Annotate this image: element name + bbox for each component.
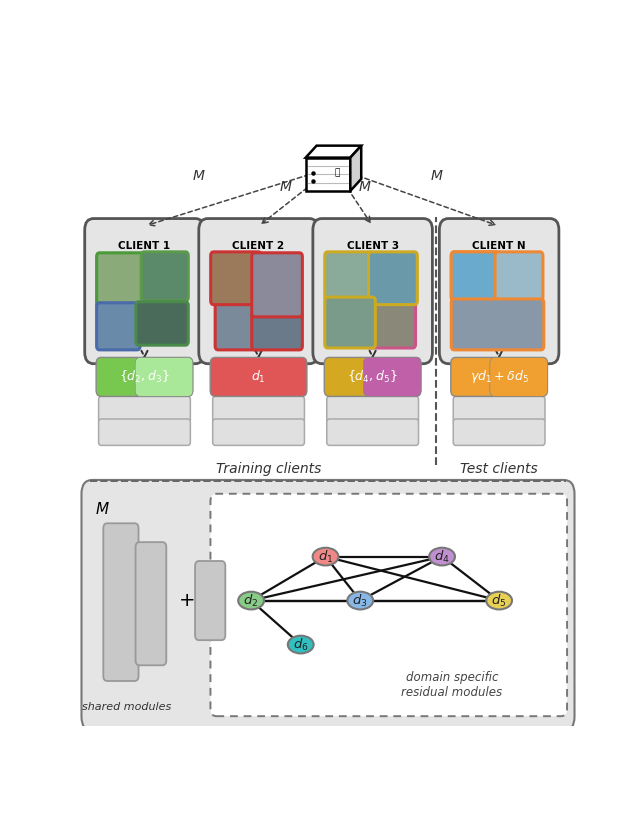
FancyBboxPatch shape xyxy=(97,253,145,308)
FancyBboxPatch shape xyxy=(97,303,140,350)
Text: $\gamma d_1 + \delta d_5$: $\gamma d_1 + \delta d_5$ xyxy=(470,368,529,385)
FancyBboxPatch shape xyxy=(215,286,264,350)
FancyBboxPatch shape xyxy=(306,157,350,191)
Text: $d_1$: $d_1$ xyxy=(318,548,333,565)
Ellipse shape xyxy=(312,548,339,565)
FancyBboxPatch shape xyxy=(451,299,544,350)
FancyBboxPatch shape xyxy=(252,313,302,350)
FancyBboxPatch shape xyxy=(252,253,302,317)
Text: $d_3$: $d_3$ xyxy=(353,592,368,609)
FancyBboxPatch shape xyxy=(99,419,190,446)
FancyBboxPatch shape xyxy=(103,523,138,681)
FancyBboxPatch shape xyxy=(324,252,372,301)
Ellipse shape xyxy=(348,592,373,610)
Text: CLIENT 1: CLIENT 1 xyxy=(118,242,170,251)
Ellipse shape xyxy=(486,592,512,610)
FancyBboxPatch shape xyxy=(369,252,417,304)
FancyBboxPatch shape xyxy=(453,419,545,446)
Text: $\{d_2, d_3\}$: $\{d_2, d_3\}$ xyxy=(119,369,170,385)
Text: domain specific
residual modules: domain specific residual modules xyxy=(401,672,502,699)
FancyBboxPatch shape xyxy=(84,219,204,364)
FancyBboxPatch shape xyxy=(212,419,305,446)
FancyBboxPatch shape xyxy=(495,252,543,301)
FancyBboxPatch shape xyxy=(99,397,190,423)
Text: $\{d_4, d_5\}$: $\{d_4, d_5\}$ xyxy=(348,369,398,385)
Text: $d_1$: $d_1$ xyxy=(252,369,266,385)
Ellipse shape xyxy=(429,548,455,565)
FancyBboxPatch shape xyxy=(324,297,376,348)
Text: $M$: $M$ xyxy=(192,170,206,184)
FancyBboxPatch shape xyxy=(364,357,421,397)
Polygon shape xyxy=(306,145,361,157)
Text: $d_6$: $d_6$ xyxy=(293,636,308,653)
FancyBboxPatch shape xyxy=(136,302,188,345)
FancyBboxPatch shape xyxy=(212,397,305,423)
Text: $d_4$: $d_4$ xyxy=(434,548,450,565)
Text: Test clients: Test clients xyxy=(460,462,538,476)
FancyBboxPatch shape xyxy=(210,357,307,397)
FancyBboxPatch shape xyxy=(367,301,415,348)
FancyBboxPatch shape xyxy=(451,252,499,301)
FancyBboxPatch shape xyxy=(96,357,193,397)
FancyBboxPatch shape xyxy=(136,542,166,665)
Text: $M$: $M$ xyxy=(358,180,372,194)
FancyBboxPatch shape xyxy=(199,219,318,364)
FancyBboxPatch shape xyxy=(451,252,499,301)
Text: $d_5$: $d_5$ xyxy=(492,592,507,609)
FancyBboxPatch shape xyxy=(327,419,419,446)
Text: CLIENT N: CLIENT N xyxy=(472,242,526,251)
FancyBboxPatch shape xyxy=(313,219,433,364)
Ellipse shape xyxy=(288,636,314,654)
Ellipse shape xyxy=(238,592,264,610)
FancyBboxPatch shape xyxy=(327,397,419,423)
Text: $M$: $M$ xyxy=(95,502,109,517)
Text: CLIENT 2: CLIENT 2 xyxy=(232,242,285,251)
FancyBboxPatch shape xyxy=(141,252,188,301)
Text: CLIENT 3: CLIENT 3 xyxy=(347,242,399,251)
Polygon shape xyxy=(350,145,361,191)
Text: 🔒: 🔒 xyxy=(334,168,340,177)
FancyBboxPatch shape xyxy=(211,494,567,716)
Text: $M$: $M$ xyxy=(430,170,444,184)
FancyBboxPatch shape xyxy=(81,480,575,730)
FancyBboxPatch shape xyxy=(453,397,545,423)
FancyBboxPatch shape xyxy=(135,357,193,397)
Text: $+$: $+$ xyxy=(179,591,195,610)
FancyBboxPatch shape xyxy=(451,357,547,397)
Text: Training clients: Training clients xyxy=(216,462,321,476)
FancyBboxPatch shape xyxy=(211,252,261,304)
FancyBboxPatch shape xyxy=(195,561,225,641)
Text: $M$: $M$ xyxy=(279,180,292,194)
Text: $d_2$: $d_2$ xyxy=(243,592,259,609)
FancyBboxPatch shape xyxy=(490,357,547,397)
Text: shared modules: shared modules xyxy=(83,703,172,712)
FancyBboxPatch shape xyxy=(324,357,421,397)
FancyBboxPatch shape xyxy=(439,219,559,364)
